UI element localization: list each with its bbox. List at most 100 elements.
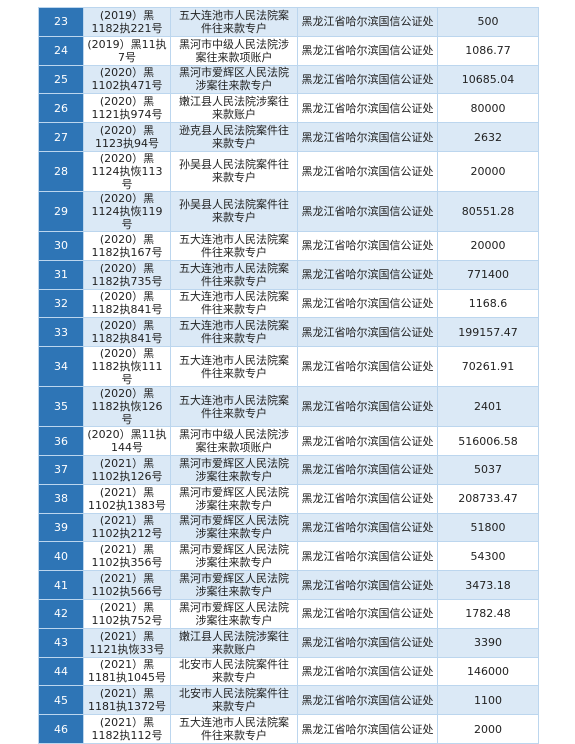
case-number: (2020）黑11执144号 xyxy=(83,426,171,456)
notary-office: 黑龙江省哈尔滨国信公证处 xyxy=(297,150,438,192)
court-account: 黑河市中级人民法院涉案往来款项账户 xyxy=(170,35,298,66)
table-row: 37 (2021）黑1102执126号 黑河市爱辉区人民法院涉案往来款专户 黑龙江省哈… xyxy=(38,454,539,485)
row-number: 35 xyxy=(38,386,84,428)
notary-office: 黑龙江省哈尔滨国信公证处 xyxy=(297,714,438,744)
table-body: 23 (2019）黑1182执221号 五大连池市人民法院案件往来款专户 黑龙江省哈尔… xyxy=(38,7,539,744)
amount: 500 xyxy=(437,7,539,37)
notary-office: 黑龙江省哈尔滨国信公证处 xyxy=(297,64,438,95)
court-account: 逊克县人民法院案件往来款专户 xyxy=(170,122,298,152)
notary-office: 黑龙江省哈尔滨国信公证处 xyxy=(297,190,438,232)
court-account: 黑河市中级人民法院涉案往来款项账户 xyxy=(170,426,298,456)
case-number: (2020）黑1124执恢119号 xyxy=(83,190,171,232)
table-row: 41 (2021）黑1102执566号 黑河市爱辉区人民法院涉案往来款专户 黑龙江省哈… xyxy=(38,570,539,600)
amount: 20000 xyxy=(437,230,539,261)
notary-office: 黑龙江省哈尔滨国信公证处 xyxy=(297,346,438,388)
notary-office: 黑龙江省哈尔滨国信公证处 xyxy=(297,386,438,428)
case-number: (2021）黑1181执1372号 xyxy=(83,685,171,716)
row-number: 30 xyxy=(38,230,84,261)
row-number: 41 xyxy=(38,570,84,600)
amount: 771400 xyxy=(437,259,539,290)
court-account: 黑河市爱辉区人民法院涉案往来款专户 xyxy=(170,570,298,600)
court-account: 五大连池市人民法院案件往来款专户 xyxy=(170,714,298,744)
notary-office: 黑龙江省哈尔滨国信公证处 xyxy=(297,259,438,290)
court-account: 孙吴县人民法院案件往来款专户 xyxy=(170,190,298,232)
table-row: 45 (2021）黑1181执1372号 北安市人民法院案件往来款专户 黑龙江省哈尔滨… xyxy=(38,685,539,716)
case-number: (2020）黑1124执恢113号 xyxy=(83,150,171,192)
amount: 5037 xyxy=(437,454,539,485)
notary-office: 黑龙江省哈尔滨国信公证处 xyxy=(297,570,438,600)
amount: 146000 xyxy=(437,656,539,687)
notary-office: 黑龙江省哈尔滨国信公证处 xyxy=(297,454,438,485)
amount: 208733.47 xyxy=(437,483,539,514)
amount: 2000 xyxy=(437,714,539,744)
notary-office: 黑龙江省哈尔滨国信公证处 xyxy=(297,656,438,687)
court-account: 黑河市爱辉区人民法院涉案往来款专户 xyxy=(170,598,298,629)
amount: 10685.04 xyxy=(437,64,539,95)
case-number: (2020）黑1182执恢111号 xyxy=(83,346,171,388)
court-account: 北安市人民法院案件往来款专户 xyxy=(170,656,298,687)
table-row: 40 (2021）黑1102执356号 黑河市爱辉区人民法院涉案往来款专户 黑龙江省哈… xyxy=(38,541,539,572)
case-number: (2020）黑1182执841号 xyxy=(83,288,171,319)
case-number: (2020）黑1182执735号 xyxy=(83,259,171,290)
table-row: 39 (2021）黑1102执212号 黑河市爱辉区人民法院涉案往来款专户 黑龙江省哈… xyxy=(38,512,539,543)
table-row: 33 (2020）黑1182执841号 五大连池市人民法院案件往来款专户 黑龙江省哈尔… xyxy=(38,317,539,348)
notary-office: 黑龙江省哈尔滨国信公证处 xyxy=(297,598,438,629)
amount: 70261.91 xyxy=(437,346,539,388)
court-account: 黑河市爱辉区人民法院涉案往来款专户 xyxy=(170,454,298,485)
amount: 51800 xyxy=(437,512,539,543)
row-number: 27 xyxy=(38,122,84,152)
data-table: 23 (2019）黑1182执221号 五大连池市人民法院案件往来款专户 黑龙江省哈尔… xyxy=(38,7,539,744)
court-account: 五大连池市人民法院案件往来款专户 xyxy=(170,230,298,261)
case-number: (2020）黑1182执167号 xyxy=(83,230,171,261)
court-account: 黑河市爱辉区人民法院涉案往来款专户 xyxy=(170,541,298,572)
amount: 3473.18 xyxy=(437,570,539,600)
row-number: 45 xyxy=(38,685,84,716)
row-number: 42 xyxy=(38,598,84,629)
amount: 54300 xyxy=(437,541,539,572)
notary-office: 黑龙江省哈尔滨国信公证处 xyxy=(297,288,438,319)
table-row: 35 (2020）黑1182执恢126号 五大连池市人民法院案件往来款专户 黑龙江省哈… xyxy=(38,386,539,428)
row-number: 24 xyxy=(38,35,84,66)
notary-office: 黑龙江省哈尔滨国信公证处 xyxy=(297,122,438,152)
table-row: 31 (2020）黑1182执735号 五大连池市人民法院案件往来款专户 黑龙江省哈尔… xyxy=(38,259,539,290)
table-row: 30 (2020）黑1182执167号 五大连池市人民法院案件往来款专户 黑龙江省哈尔… xyxy=(38,230,539,261)
row-number: 28 xyxy=(38,150,84,192)
table-row: 29 (2020）黑1124执恢119号 孙吴县人民法院案件往来款专户 黑龙江省哈尔滨… xyxy=(38,190,539,232)
court-account: 黑河市爱辉区人民法院涉案往来款专户 xyxy=(170,512,298,543)
row-number: 31 xyxy=(38,259,84,290)
case-number: (2019）黑1182执221号 xyxy=(83,7,171,37)
case-number: (2019）黑11执7号 xyxy=(83,35,171,66)
amount: 20000 xyxy=(437,150,539,192)
table-row: 46 (2021）黑1182执112号 五大连池市人民法院案件往来款专户 黑龙江省哈尔… xyxy=(38,714,539,744)
court-account: 北安市人民法院案件往来款专户 xyxy=(170,685,298,716)
case-number: (2020）黑1121执974号 xyxy=(83,93,171,124)
case-number: (2020）黑1182执841号 xyxy=(83,317,171,348)
row-number: 36 xyxy=(38,426,84,456)
page: 23 (2019）黑1182执221号 五大连池市人民法院案件往来款专户 黑龙江省哈尔… xyxy=(38,7,539,744)
table-row: 27 (2020）黑1123执94号 逊克县人民法院案件往来款专户 黑龙江省哈尔滨国信… xyxy=(38,122,539,152)
notary-office: 黑龙江省哈尔滨国信公证处 xyxy=(297,93,438,124)
row-number: 26 xyxy=(38,93,84,124)
amount: 1100 xyxy=(437,685,539,716)
amount: 1168.6 xyxy=(437,288,539,319)
court-account: 嫩江县人民法院涉案往来款账户 xyxy=(170,627,298,658)
row-number: 29 xyxy=(38,190,84,232)
notary-office: 黑龙江省哈尔滨国信公证处 xyxy=(297,230,438,261)
court-account: 黑河市爱辉区人民法院涉案往来款专户 xyxy=(170,64,298,95)
amount: 3390 xyxy=(437,627,539,658)
row-number: 38 xyxy=(38,483,84,514)
amount: 199157.47 xyxy=(437,317,539,348)
notary-office: 黑龙江省哈尔滨国信公证处 xyxy=(297,317,438,348)
row-number: 43 xyxy=(38,627,84,658)
notary-office: 黑龙江省哈尔滨国信公证处 xyxy=(297,35,438,66)
amount: 80000 xyxy=(437,93,539,124)
table-row: 36 (2020）黑11执144号 黑河市中级人民法院涉案往来款项账户 黑龙江省哈尔滨… xyxy=(38,426,539,456)
notary-office: 黑龙江省哈尔滨国信公证处 xyxy=(297,541,438,572)
amount: 2401 xyxy=(437,386,539,428)
table-row: 26 (2020）黑1121执974号 嫩江县人民法院涉案往来款账户 黑龙江省哈尔滨国… xyxy=(38,93,539,124)
notary-office: 黑龙江省哈尔滨国信公证处 xyxy=(297,426,438,456)
amount: 2632 xyxy=(437,122,539,152)
table-row: 43 (2021）黑1121执恢33号 嫩江县人民法院涉案往来款账户 黑龙江省哈尔滨国… xyxy=(38,627,539,658)
row-number: 32 xyxy=(38,288,84,319)
case-number: (2020）黑1102执471号 xyxy=(83,64,171,95)
